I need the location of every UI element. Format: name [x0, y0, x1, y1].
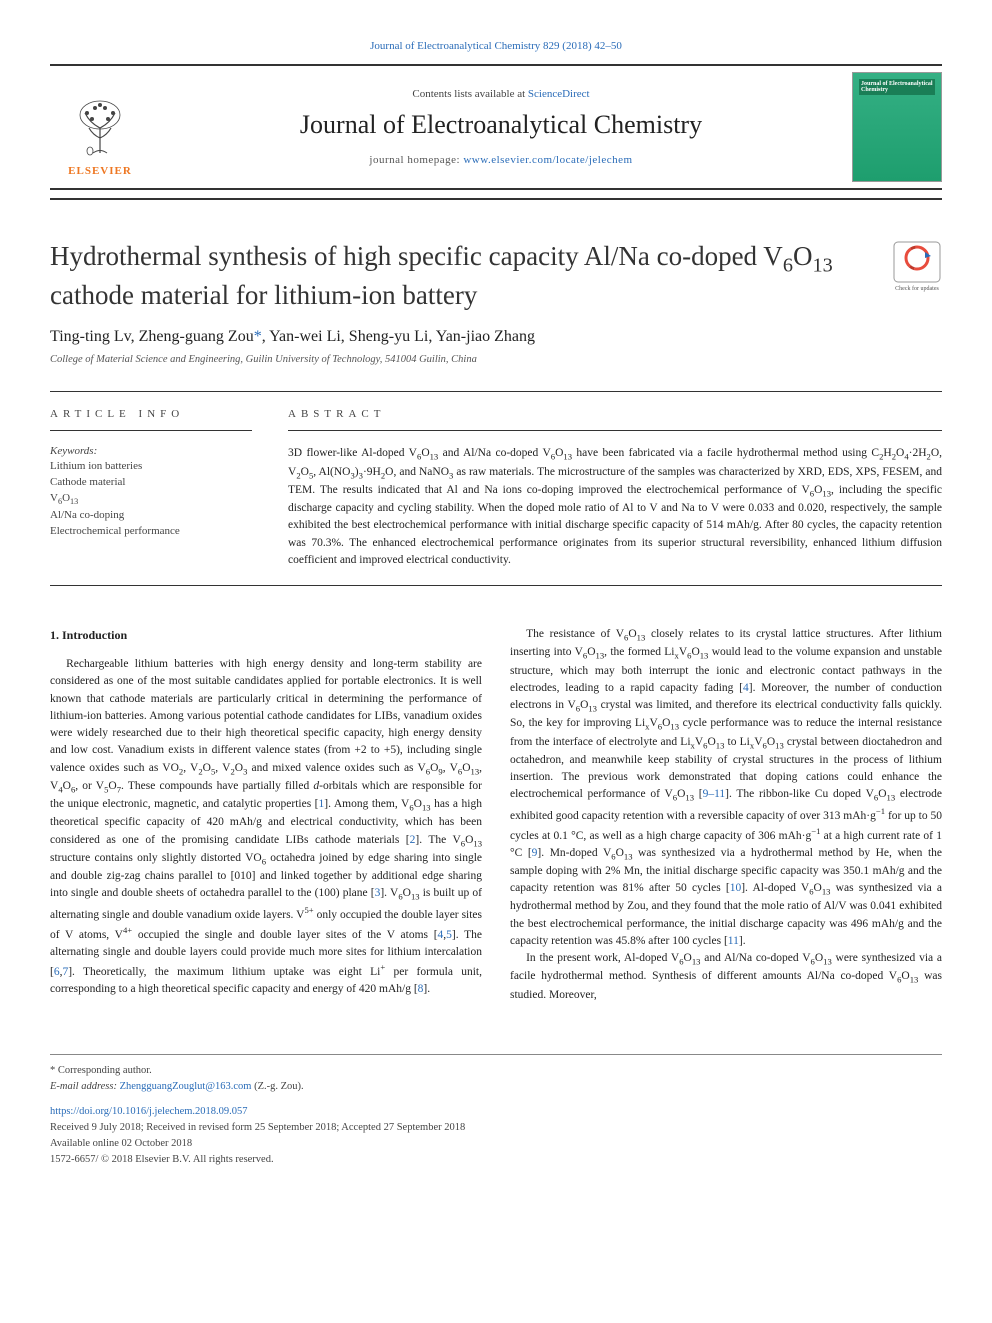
keywords-heading: Keywords: — [50, 445, 252, 457]
check-updates-icon[interactable]: Check for updates — [892, 240, 942, 295]
authors-line: Ting-ting Lv, Zheng-guang Zou*, Yan-wei … — [50, 328, 942, 346]
corresponding-email-link[interactable]: ZhengguangZouglut@163.com — [120, 1081, 252, 1092]
journal-name: Journal of Electroanalytical Chemistry — [150, 110, 852, 140]
publisher-name: ELSEVIER — [68, 165, 132, 177]
body-column-right: The resistance of V6O13 closely relates … — [510, 626, 942, 1004]
contents-available-line: Contents lists available at ScienceDirec… — [150, 88, 852, 100]
available-online-date: Available online 02 October 2018 — [50, 1136, 942, 1152]
received-dates: Received 9 July 2018; Received in revise… — [50, 1120, 942, 1136]
elsevier-tree-icon — [65, 93, 135, 163]
keyword-item: Lithium ion batteries — [50, 459, 252, 475]
copyright-line: 1572-6657/ © 2018 Elsevier B.V. All righ… — [50, 1152, 942, 1168]
abstract-text: 3D flower-like Al-doped V6O13 and Al/Na … — [288, 445, 942, 569]
abstract-column: ABSTRACT 3D flower-like Al-doped V6O13 a… — [270, 392, 942, 585]
journal-homepage-link[interactable]: www.elsevier.com/locate/jelechem — [463, 154, 632, 166]
citation-line: Journal of Electroanalytical Chemistry 8… — [50, 40, 942, 52]
body-two-column: 1. Introduction Rechargeable lithium bat… — [50, 626, 942, 1004]
intro-paragraph-2: The resistance of V6O13 closely relates … — [510, 626, 942, 950]
doi-link[interactable]: https://doi.org/10.1016/j.jelechem.2018.… — [50, 1104, 942, 1120]
section-heading-intro: 1. Introduction — [50, 626, 482, 644]
keyword-item: Cathode material — [50, 475, 252, 491]
article-title: Hydrothermal synthesis of high specific … — [50, 240, 882, 312]
keyword-item: Al/Na co-doping — [50, 508, 252, 524]
body-column-left: 1. Introduction Rechargeable lithium bat… — [50, 626, 482, 1004]
info-abstract-block: ARTICLE INFO Keywords: Lithium ion batte… — [50, 391, 942, 586]
sciencedirect-link[interactable]: ScienceDirect — [528, 88, 590, 100]
email-line: E-mail address: ZhengguangZouglut@163.co… — [50, 1079, 942, 1095]
keyword-item: V6O13 — [50, 491, 252, 508]
article-info-heading: ARTICLE INFO — [50, 408, 252, 431]
abstract-heading: ABSTRACT — [288, 408, 942, 431]
intro-paragraph-1: Rechargeable lithium batteries with high… — [50, 656, 482, 998]
journal-cover-thumbnail: Journal of Electroanalytical Chemistry — [852, 72, 942, 182]
journal-homepage-line: journal homepage: www.elsevier.com/locat… — [150, 154, 852, 166]
corresponding-author-note: * Corresponding author. — [50, 1063, 942, 1079]
journal-header: ELSEVIER Contents lists available at Sci… — [50, 64, 942, 190]
intro-paragraph-3: In the present work, Al-doped V6O13 and … — [510, 950, 942, 1004]
keyword-item: Electrochemical performance — [50, 524, 252, 540]
article-info-column: ARTICLE INFO Keywords: Lithium ion batte… — [50, 392, 270, 585]
svg-text:Check for updates: Check for updates — [895, 285, 939, 292]
article-footer: * Corresponding author. E-mail address: … — [50, 1054, 942, 1168]
keywords-list: Lithium ion batteriesCathode materialV6O… — [50, 459, 252, 540]
affiliation: College of Material Science and Engineer… — [50, 354, 942, 365]
publisher-logo: ELSEVIER — [50, 77, 150, 177]
header-separator — [50, 198, 942, 200]
